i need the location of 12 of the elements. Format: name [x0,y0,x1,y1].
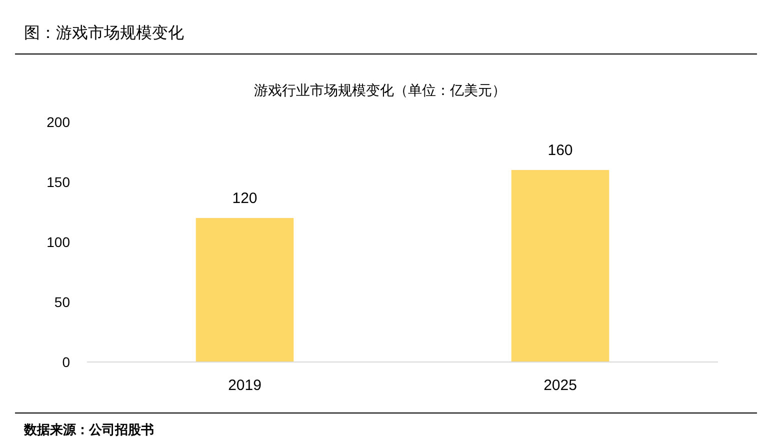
chart-title: 图：游戏市场规模变化 [24,24,184,42]
chart-subtitle: 游戏行业市场规模变化（单位：亿美元） [254,82,506,98]
data-label: 120 [232,190,258,207]
y-tick-label: 100 [46,234,70,250]
y-tick-label: 200 [46,114,70,130]
source-note: 数据来源：公司招股书 [23,422,154,437]
data-label: 160 [548,142,573,159]
x-tick-label: 2025 [544,377,577,394]
x-tick-label: 2019 [228,377,262,394]
y-tick-label: 150 [46,174,70,190]
y-tick-label: 50 [54,294,70,310]
y-tick-label: 0 [62,354,70,370]
